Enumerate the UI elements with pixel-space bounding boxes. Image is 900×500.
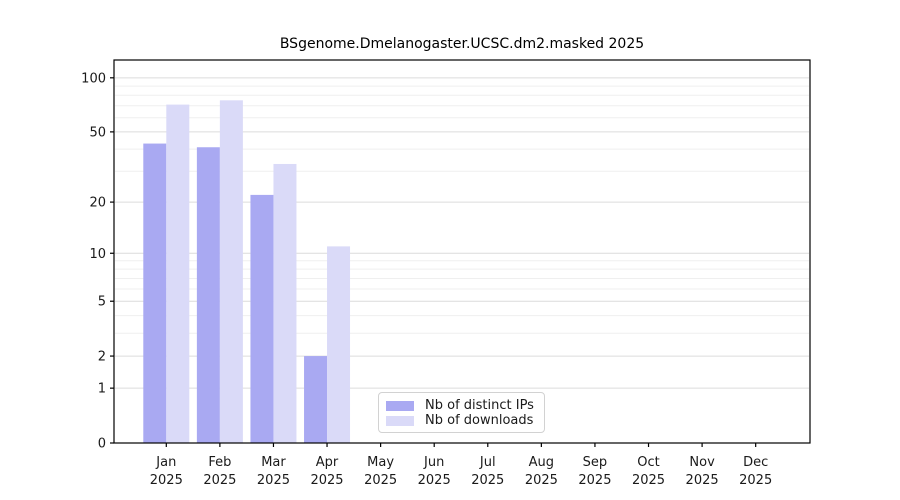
legend-swatch-distinct-ips — [386, 400, 414, 411]
bar-downloads-jan — [166, 104, 190, 443]
y-tick-label: 0 — [98, 437, 106, 452]
y-tick-label: 2 — [98, 350, 106, 365]
x-tick-label-month: Apr — [316, 455, 339, 470]
bar-distinct-ips-apr — [304, 356, 328, 443]
x-tick-label-month: May — [367, 455, 394, 470]
x-tick-label-year: 2025 — [150, 473, 183, 488]
x-tick-label-month: Sep — [583, 455, 608, 470]
x-tick-label-year: 2025 — [418, 473, 451, 488]
x-tick-label-year: 2025 — [310, 473, 343, 488]
bar-downloads-mar — [273, 163, 297, 443]
bar-distinct-ips-feb — [196, 147, 220, 444]
x-tick-label-year: 2025 — [578, 473, 611, 488]
bar-downloads-feb — [219, 100, 243, 443]
y-tick-label: 100 — [81, 71, 106, 86]
x-tick-label-year: 2025 — [525, 473, 558, 488]
x-tick-label-month: Jul — [479, 455, 496, 470]
x-tick-label-month: Dec — [743, 455, 768, 470]
plot-border — [113, 59, 811, 444]
x-tick-label-year: 2025 — [739, 473, 772, 488]
legend-item-distinct-ips: Nb of distinct IPs — [386, 398, 536, 413]
x-tick-label-month: Aug — [529, 455, 554, 470]
x-tick-label-month: Oct — [637, 455, 659, 470]
x-tick-label-month: Nov — [689, 455, 715, 470]
x-tick-label-month: Mar — [261, 455, 286, 470]
y-tick-label: 10 — [89, 247, 106, 262]
legend-item-downloads: Nb of downloads — [386, 413, 536, 428]
x-tick-label-year: 2025 — [203, 473, 236, 488]
x-tick-label-year: 2025 — [686, 473, 719, 488]
y-tick-label: 50 — [89, 125, 106, 140]
x-tick-label-month: Jan — [155, 455, 176, 470]
bar-downloads-apr — [327, 246, 351, 443]
y-tick-label: 20 — [89, 196, 106, 211]
x-tick-label-year: 2025 — [364, 473, 397, 488]
bar-distinct-ips-jan — [143, 143, 167, 443]
y-tick-label: 1 — [98, 382, 106, 397]
y-tick-label: 5 — [98, 295, 106, 310]
legend: Nb of distinct IPs Nb of downloads — [378, 392, 545, 433]
x-tick-label-year: 2025 — [257, 473, 290, 488]
legend-swatch-downloads — [386, 415, 414, 426]
legend-label-downloads: Nb of downloads — [425, 413, 534, 428]
chart-title: BSgenome.Dmelanogaster.UCSC.dm2.masked 2… — [279, 36, 645, 52]
bar-distinct-ips-mar — [250, 194, 274, 443]
x-tick-label-month: Jun — [423, 455, 444, 470]
x-tick-label-year: 2025 — [471, 473, 504, 488]
legend-label-distinct-ips: Nb of distinct IPs — [425, 398, 534, 413]
x-tick-label-month: Feb — [208, 455, 231, 470]
x-tick-label-year: 2025 — [632, 473, 665, 488]
